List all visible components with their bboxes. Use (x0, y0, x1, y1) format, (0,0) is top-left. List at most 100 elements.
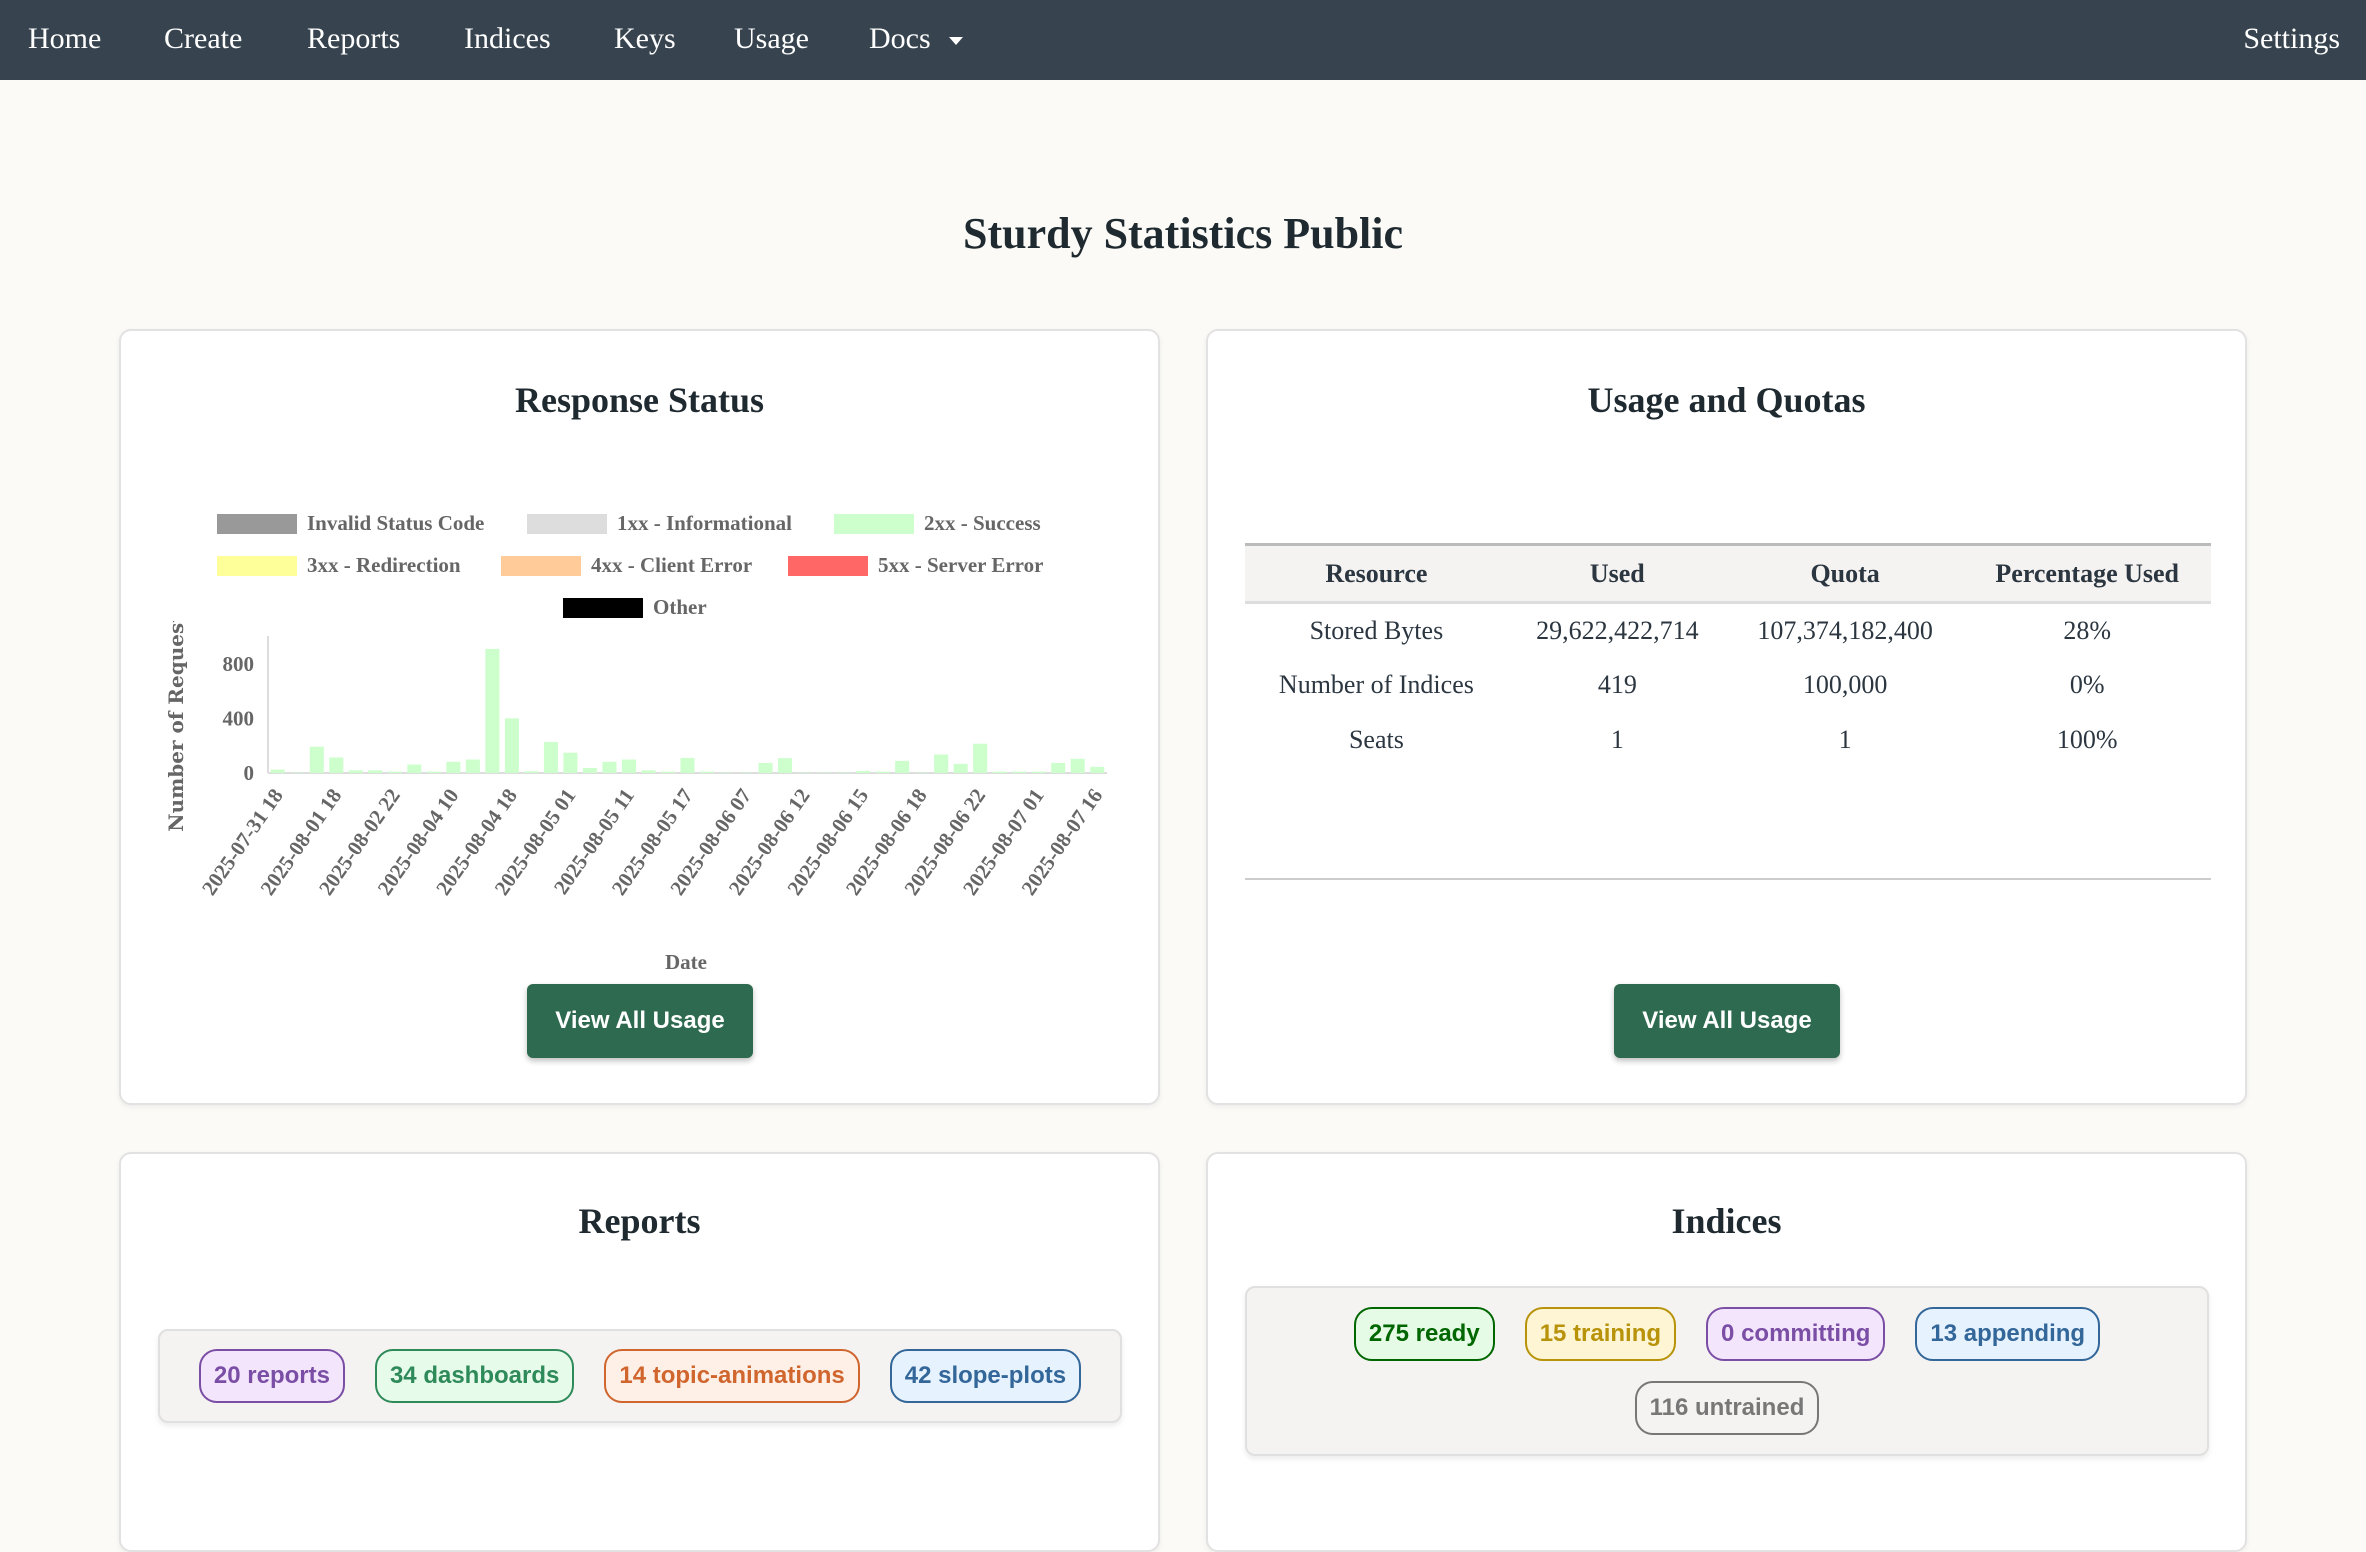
nav-create[interactable]: Create (164, 22, 242, 56)
nav-usage[interactable]: Usage (734, 22, 809, 56)
card-title: Response Status (121, 379, 1158, 421)
nav-docs-label: Docs (869, 22, 931, 55)
bar (641, 770, 655, 773)
legend-item: Other (563, 595, 707, 620)
legend-label: Invalid Status Code (307, 511, 484, 536)
bar (310, 747, 324, 773)
chevron-down-icon (949, 37, 963, 45)
x-axis-title: Date (665, 950, 707, 974)
badge-untrained[interactable]: 116 untrained (1635, 1381, 1820, 1435)
legend-item: 4xx - Client Error (501, 553, 752, 578)
cell: Number of Indices (1245, 658, 1508, 713)
nav-keys[interactable]: Keys (614, 22, 676, 56)
legend-swatch (217, 556, 297, 576)
bar (1032, 772, 1046, 773)
bar (895, 761, 909, 773)
bar (485, 649, 499, 773)
cell: 419 (1508, 658, 1727, 713)
legend-item: Invalid Status Code (217, 511, 484, 536)
bar (661, 772, 675, 773)
usage-table: Resource Used Quota Percentage Used Stor… (1245, 543, 2211, 768)
legend-swatch (501, 556, 581, 576)
legend-label: 5xx - Server Error (878, 553, 1043, 578)
nav-settings[interactable]: Settings (2243, 22, 2340, 56)
bar (349, 770, 363, 773)
badge-training[interactable]: 15 training (1525, 1307, 1676, 1361)
bar (1071, 759, 1085, 773)
indices-badge-group: 275 ready 15 training 0 committing 13 appen… (1245, 1286, 2209, 1456)
bar (446, 762, 460, 773)
column-header: Percentage Used (1963, 545, 2211, 603)
bar (427, 772, 441, 773)
card-title: Indices (1208, 1200, 2245, 1242)
legend-label: 4xx - Client Error (591, 553, 752, 578)
legend-swatch (563, 598, 643, 618)
bar (1051, 763, 1065, 773)
y-tick-label: 400 (223, 707, 255, 731)
badge-ready[interactable]: 275 ready (1354, 1307, 1495, 1361)
y-axis-title: Number of Requests (164, 621, 188, 832)
cell: 107,374,182,400 (1727, 603, 1964, 658)
legend-label: 1xx - Informational (617, 511, 792, 536)
reports-badge-group: 20 reports 34 dashboards 14 topic-animatio… (158, 1329, 1122, 1423)
top-nav: Home Create Reports Indices Keys Usage D… (0, 0, 2366, 80)
view-all-usage-button[interactable]: View All Usage (527, 984, 753, 1058)
card-title: Reports (121, 1200, 1158, 1242)
bar (407, 765, 421, 773)
nav-indices[interactable]: Indices (464, 22, 551, 56)
table-divider (1245, 878, 2211, 880)
page-title: Sturdy Statistics Public (0, 208, 2366, 259)
column-header: Used (1508, 545, 1727, 603)
nav-reports[interactable]: Reports (307, 22, 400, 56)
bar (271, 770, 285, 773)
bar (388, 772, 402, 773)
y-tick-label: 0 (244, 761, 255, 785)
bar (993, 772, 1007, 773)
nav-home[interactable]: Home (28, 22, 101, 56)
bar (505, 718, 519, 773)
legend-label: Other (653, 595, 707, 620)
y-tick-label: 800 (223, 652, 255, 676)
nav-docs[interactable]: Docs (869, 22, 963, 56)
badge-topic-animations[interactable]: 14 topic-animations (604, 1349, 859, 1403)
column-header: Resource (1245, 545, 1508, 603)
bar (466, 760, 480, 773)
bar (622, 760, 636, 773)
badge-reports[interactable]: 20 reports (199, 1349, 345, 1403)
legend-swatch (217, 514, 297, 534)
bar (934, 754, 948, 773)
badge-appending[interactable]: 13 appending (1915, 1307, 2100, 1361)
bar (1090, 767, 1104, 773)
legend-swatch (527, 514, 607, 534)
bar (329, 757, 343, 773)
bar (524, 771, 538, 773)
bar (700, 772, 714, 773)
cell: 1 (1727, 713, 1964, 768)
card-title: Usage and Quotas (1208, 379, 2245, 421)
badge-committing[interactable]: 0 committing (1706, 1307, 1885, 1361)
cell: Seats (1245, 713, 1508, 768)
table-header: Resource Used Quota Percentage Used (1245, 545, 2211, 603)
cell: Stored Bytes (1245, 603, 1508, 658)
bar (544, 742, 558, 773)
cell: 29,622,422,714 (1508, 603, 1727, 658)
legend-item: 3xx - Redirection (217, 553, 461, 578)
view-all-usage-button[interactable]: View All Usage (1614, 984, 1840, 1058)
legend-label: 2xx - Success (924, 511, 1041, 536)
bar (778, 758, 792, 773)
bar (1012, 772, 1026, 773)
legend-item: 1xx - Informational (527, 511, 792, 536)
bar (563, 753, 577, 773)
legend-item: 5xx - Server Error (788, 553, 1043, 578)
badge-dashboards[interactable]: 34 dashboards (375, 1349, 574, 1403)
bar (876, 772, 890, 773)
legend-swatch (834, 514, 914, 534)
bar (973, 744, 987, 773)
bar (583, 768, 597, 773)
bar (368, 770, 382, 773)
badge-slope-plots[interactable]: 42 slope-plots (890, 1349, 1081, 1403)
legend-label: 3xx - Redirection (307, 553, 461, 578)
